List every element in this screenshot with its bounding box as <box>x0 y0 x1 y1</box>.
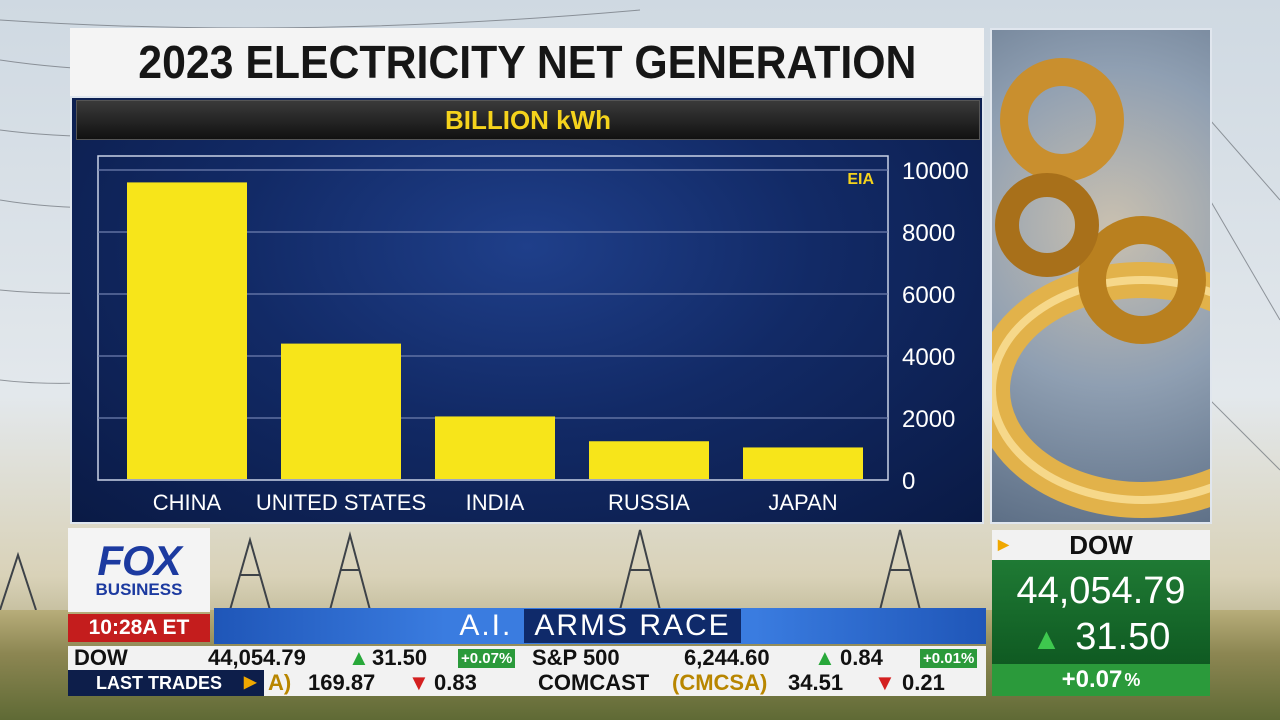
last-trades-label: LAST TRADES ▶ <box>68 670 264 696</box>
chart-title-box: 2023 ELECTRICITY NET GENERATION <box>70 28 984 96</box>
y-tick-label: 8000 <box>902 220 955 247</box>
y-tick-label: 0 <box>902 468 915 495</box>
x-category-label: JAPAN <box>768 490 837 515</box>
bar-chart: 0 2000 4000 6000 8000 10000 EIA CHINA UNITED STA… <box>97 155 969 515</box>
fox-business-logo: FOX BUSINESS <box>68 528 210 612</box>
y-tick-label: 10000 <box>902 158 969 185</box>
ticker-item2-name: COMCAST <box>538 670 650 695</box>
ticker-sp-label: S&P 500 <box>532 645 620 670</box>
clock: 10:28A ET <box>68 614 210 642</box>
dow-box-change-row: ▲ 31.50 <box>992 616 1210 659</box>
x-category-label: UNITED STATES <box>256 490 426 515</box>
logo-business-text: BUSINESS <box>95 580 183 599</box>
x-category-label: INDIA <box>466 490 525 515</box>
dow-box-body: 44,054.79 ▲ 31.50 <box>992 560 1210 664</box>
dow-box-header: ▶ DOW <box>992 530 1210 560</box>
dow-box-label: DOW <box>1069 529 1133 560</box>
ticker-dow-change: 31.50 <box>372 645 428 670</box>
chart-subtitle-bar: BILLION kWh <box>76 100 980 140</box>
bar <box>743 447 863 479</box>
chart-panel: BILLION kWh 0 2000 4000 6000 8000 10000 EIA CHI… <box>70 96 984 524</box>
ticker-sp-pct: +0.01% <box>920 649 978 668</box>
ticker-sp-change: 0.84 <box>840 645 883 670</box>
bar <box>435 416 555 479</box>
ticker-item1-symbol: A) <box>268 670 292 695</box>
ticker-dow-label: DOW <box>74 645 128 670</box>
ticker-dow-value: 44,054.79 <box>208 645 306 670</box>
ticker-item2-symbol: (CMCSA) <box>672 670 768 695</box>
ticker-dow-pct: +0.07% <box>458 649 516 668</box>
side-image-panel <box>990 28 1212 524</box>
bar <box>589 441 709 479</box>
play-arrow-icon: ▶ <box>244 674 257 691</box>
dow-box-pct-sign: % <box>1124 669 1141 690</box>
headline-banner: A.I. ARMS RACE <box>214 608 986 644</box>
dow-box-value: 44,054.79 <box>1016 570 1186 612</box>
banner-part2: ARMS RACE <box>524 609 741 643</box>
ticker-last-trades: LAST TRADES ▶ A) 169.87 ▼ 0.83 COMCAST (… <box>68 670 986 696</box>
banner-part1: A.I. <box>459 609 513 642</box>
ticker-sp-value: 6,244.60 <box>684 645 770 670</box>
ticker-item2-change: 0.21 <box>902 670 945 695</box>
bar <box>281 343 401 479</box>
dow-box-pct: +0.07% <box>992 664 1210 696</box>
x-category-label: RUSSIA <box>608 490 690 515</box>
dow-box-change: 31.50 <box>1075 616 1171 658</box>
y-tick-label: 4000 <box>902 344 955 371</box>
up-arrow-icon: ▲ <box>814 645 836 670</box>
chart-source-label: EIA <box>847 171 874 188</box>
ticker-item1-change: 0.83 <box>434 670 477 695</box>
down-arrow-icon: ▼ <box>874 670 896 695</box>
up-arrow-icon: ▲ <box>1031 623 1062 656</box>
chart-subtitle: BILLION kWh <box>444 104 612 135</box>
up-arrow-icon: ▲ <box>348 645 370 670</box>
y-tick-label: 2000 <box>902 406 955 433</box>
ticker-item2-price: 34.51 <box>788 670 844 695</box>
plot-frame <box>97 155 889 481</box>
logo-fox-text: FOX <box>97 537 181 584</box>
gold-ring-illustration <box>992 58 1210 518</box>
dow-box-pct-value: +0.07 <box>1061 666 1123 693</box>
play-arrow-icon: ▶ <box>998 536 1009 552</box>
chart-title: 2023 ELECTRICITY NET GENERATION <box>137 36 917 88</box>
down-arrow-icon: ▼ <box>408 670 430 695</box>
last-trades-text: LAST TRADES <box>96 672 222 693</box>
x-category-label: CHINA <box>153 490 222 515</box>
ticker-indices: DOW 44,054.79 ▲ 31.50 +0.07% S&P 500 6,2… <box>68 645 986 670</box>
y-tick-label: 6000 <box>902 282 955 309</box>
ticker-item1-price: 169.87 <box>308 670 376 695</box>
bar <box>127 182 247 479</box>
